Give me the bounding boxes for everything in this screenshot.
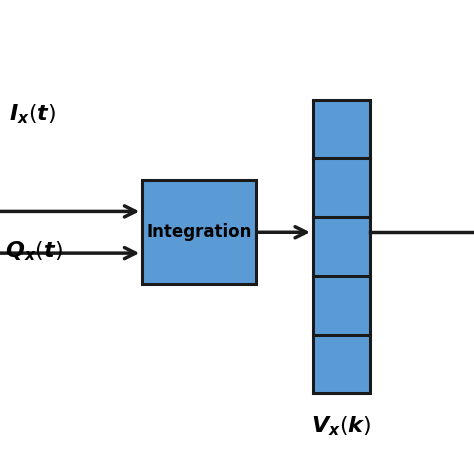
Bar: [142, 180, 256, 284]
Text: Integration: Integration: [146, 223, 252, 241]
Text: $\boldsymbol{V}_{\boldsymbol{x}}(\boldsymbol{k})$: $\boldsymbol{V}_{\boldsymbol{x}}(\boldsy…: [311, 415, 372, 438]
Text: $\boldsymbol{Q}_{\boldsymbol{x}}(\boldsymbol{t})$: $\boldsymbol{Q}_{\boldsymbol{x}}(\boldsy…: [5, 239, 63, 263]
Bar: [313, 100, 370, 393]
Text: $\boldsymbol{I}_{\boldsymbol{x}}(\boldsymbol{t})$: $\boldsymbol{I}_{\boldsymbol{x}}(\boldsy…: [9, 102, 57, 126]
